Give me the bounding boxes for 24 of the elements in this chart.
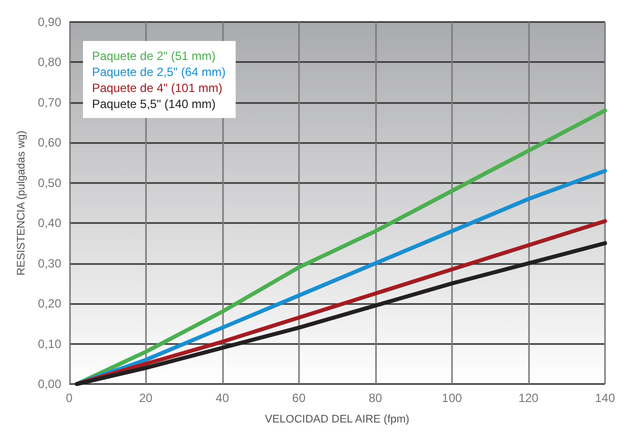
x-tick-label: 0	[66, 391, 73, 405]
y-tick-label: 0,90	[38, 15, 62, 29]
x-tick-label: 80	[368, 391, 382, 405]
text: Paquete de 2" (51 mm)	[92, 49, 216, 63]
text: Paquete de 2,5" (64 mm)	[92, 65, 226, 79]
y-axis-title: RESISTENCIA (pulgadas wg)	[16, 130, 28, 276]
y-tick-label: 0,30	[38, 256, 62, 270]
y-tick-label: 0,00	[38, 377, 62, 391]
y-tick-label: 0,20	[38, 296, 62, 311]
text: Paquete 5,5" (140 mm)	[92, 97, 216, 111]
y-tick-label: 0,60	[38, 136, 62, 150]
x-axis-title: VELOCIDAD DEL AIRE (fpm)	[264, 414, 410, 426]
x-tick-label: 20	[139, 391, 153, 405]
y-tick-label: 0,10	[38, 336, 62, 351]
text: Paquete de 4" (101 mm)	[92, 81, 222, 95]
x-tick-label: 120	[518, 391, 539, 405]
y-tick-label: 0,80	[38, 55, 62, 70]
x-tick-label: 40	[216, 391, 230, 405]
x-tick-label: 140	[594, 391, 616, 405]
y-tick-label: 0,70	[38, 95, 62, 110]
y-tick-label: 0,50	[38, 176, 62, 190]
y-tick-label: 0,40	[38, 216, 62, 230]
x-tick-label: 60	[292, 391, 306, 405]
x-tick-label: 100	[442, 391, 462, 405]
